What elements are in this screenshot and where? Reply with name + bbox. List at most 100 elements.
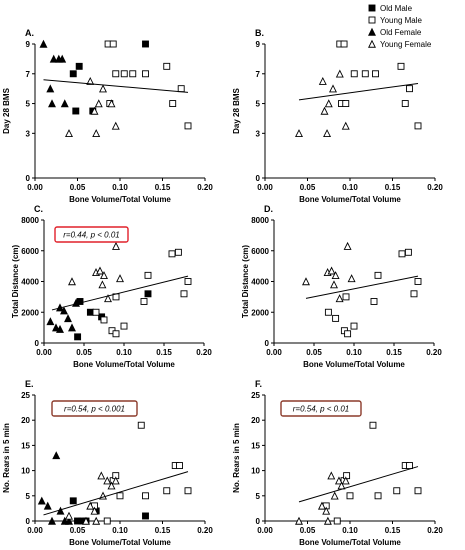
y-tick-label: 15 <box>21 441 30 450</box>
point-old-female <box>48 99 56 108</box>
panel-label: A. <box>25 28 34 38</box>
point-young-male <box>406 462 413 470</box>
x-tick-label: 0.00 <box>36 348 52 357</box>
panel-label: D. <box>264 204 273 214</box>
point-old-female <box>56 506 65 515</box>
chart-panel-d: D. 0 2000 4000 6000 8000 0.00 0.05 0.10 0.15 0.20 B… <box>241 204 442 369</box>
x-axis-label: Bone Volume/Total Volume <box>299 538 401 547</box>
x-tick-label: 0.05 <box>70 183 86 192</box>
point-young-female <box>65 129 73 138</box>
y-tick-label: 4000 <box>251 278 269 287</box>
point-old-female <box>65 516 73 525</box>
point-young-female <box>111 121 120 130</box>
point-young-female <box>107 481 116 490</box>
point-young-male <box>120 70 128 78</box>
point-old-female <box>48 516 56 525</box>
y-tick-label: 3 <box>256 129 261 138</box>
point-old-male <box>75 62 83 70</box>
x-tick-label: 0.15 <box>155 183 171 192</box>
x-tick-label: 0.20 <box>427 526 443 535</box>
point-old-male <box>72 107 80 115</box>
y-axis-label: Day 28 BMS <box>232 87 241 133</box>
point-young-male <box>350 70 358 78</box>
x-tick-label: 0.10 <box>116 348 132 357</box>
point-young-male <box>369 421 377 429</box>
point-young-female <box>112 241 120 250</box>
point-old-female <box>43 501 52 510</box>
point-young-male <box>374 492 382 500</box>
y-tick-label: 5 <box>26 100 31 109</box>
point-old-male <box>142 512 149 520</box>
x-tick-label: 0.20 <box>197 526 213 535</box>
point-young-male <box>410 290 418 298</box>
annotation-box <box>54 226 129 243</box>
x-tick-label: 0.10 <box>112 183 128 192</box>
legend-marker <box>368 27 376 36</box>
point-young-male <box>168 250 176 258</box>
x-tick-label: 0.20 <box>197 183 213 192</box>
x-tick-label: 0.15 <box>156 348 172 357</box>
x-tick-label: 0.10 <box>346 348 362 357</box>
x-tick-label: 0.15 <box>386 348 402 357</box>
x-tick-label: 0.20 <box>427 183 443 192</box>
y-tick-label: 3 <box>26 129 31 138</box>
trend-line <box>43 79 189 93</box>
trend-line <box>298 82 419 101</box>
x-tick-label: 0.05 <box>76 348 92 357</box>
y-tick-label: 20 <box>251 416 260 425</box>
trend-line <box>298 466 419 503</box>
point-young-male <box>112 330 120 338</box>
legend-label: Old Female <box>380 28 422 37</box>
point-young-female <box>295 129 303 138</box>
y-tick-label: 5 <box>256 100 261 109</box>
point-young-female <box>104 294 112 303</box>
annotation-box <box>51 400 138 417</box>
trend-line <box>305 275 419 299</box>
x-tick-label: 0.05 <box>300 183 316 192</box>
x-tick-label: 0.20 <box>196 348 212 357</box>
point-young-male <box>144 271 152 279</box>
x-axis-label: Bone Volume/Total Volume <box>303 360 405 369</box>
point-young-male <box>116 492 124 500</box>
x-tick-label: 0.15 <box>155 526 171 535</box>
point-young-female <box>92 129 101 138</box>
point-young-female <box>111 476 120 485</box>
point-young-male <box>177 85 185 93</box>
point-young-female <box>94 99 103 108</box>
chart-panel-b: B. 0 3 5 7 9 0.00 0.05 0.10 0.15 0.20 Bone Volume/T… <box>232 28 443 204</box>
point-young-female <box>330 491 339 500</box>
y-axis-label: No. Rears in 5 min <box>2 423 11 493</box>
point-young-female <box>330 280 338 289</box>
point-young-male <box>109 40 117 48</box>
chart-panel-a: A. 0 3 5 7 9 0.00 0.05 0.10 0.15 0.20 Bone Volume/T… <box>2 28 213 204</box>
y-tick-label: 8000 <box>251 216 269 225</box>
point-young-male <box>137 421 145 429</box>
point-young-female <box>323 516 332 525</box>
point-old-female <box>64 314 72 323</box>
legend: Old Male Young Male Old Female Young Female <box>368 4 432 49</box>
point-young-male <box>414 122 422 130</box>
point-young-female <box>82 516 90 525</box>
y-tick-label: 5 <box>26 492 31 501</box>
point-young-female <box>92 516 101 525</box>
point-young-female <box>90 506 99 515</box>
point-old-female <box>68 323 76 332</box>
point-old-female <box>60 306 68 315</box>
point-young-male <box>184 487 192 495</box>
point-young-female <box>322 506 331 515</box>
y-tick-label: 15 <box>251 441 260 450</box>
point-old-female <box>56 324 64 333</box>
y-axis-label: Total Distance (cm) <box>11 245 20 319</box>
point-old-male <box>69 70 77 78</box>
legend-label: Young Male <box>380 16 423 25</box>
point-young-female <box>331 271 340 280</box>
point-young-female <box>98 280 107 289</box>
x-tick-label: 0.00 <box>266 348 282 357</box>
x-tick-label: 0.10 <box>112 526 128 535</box>
point-young-male <box>342 293 350 301</box>
point-old-female <box>60 99 69 108</box>
panel-label: F. <box>255 379 262 389</box>
point-old-female <box>46 84 55 93</box>
point-young-female <box>327 266 336 275</box>
point-young-male <box>374 271 382 279</box>
